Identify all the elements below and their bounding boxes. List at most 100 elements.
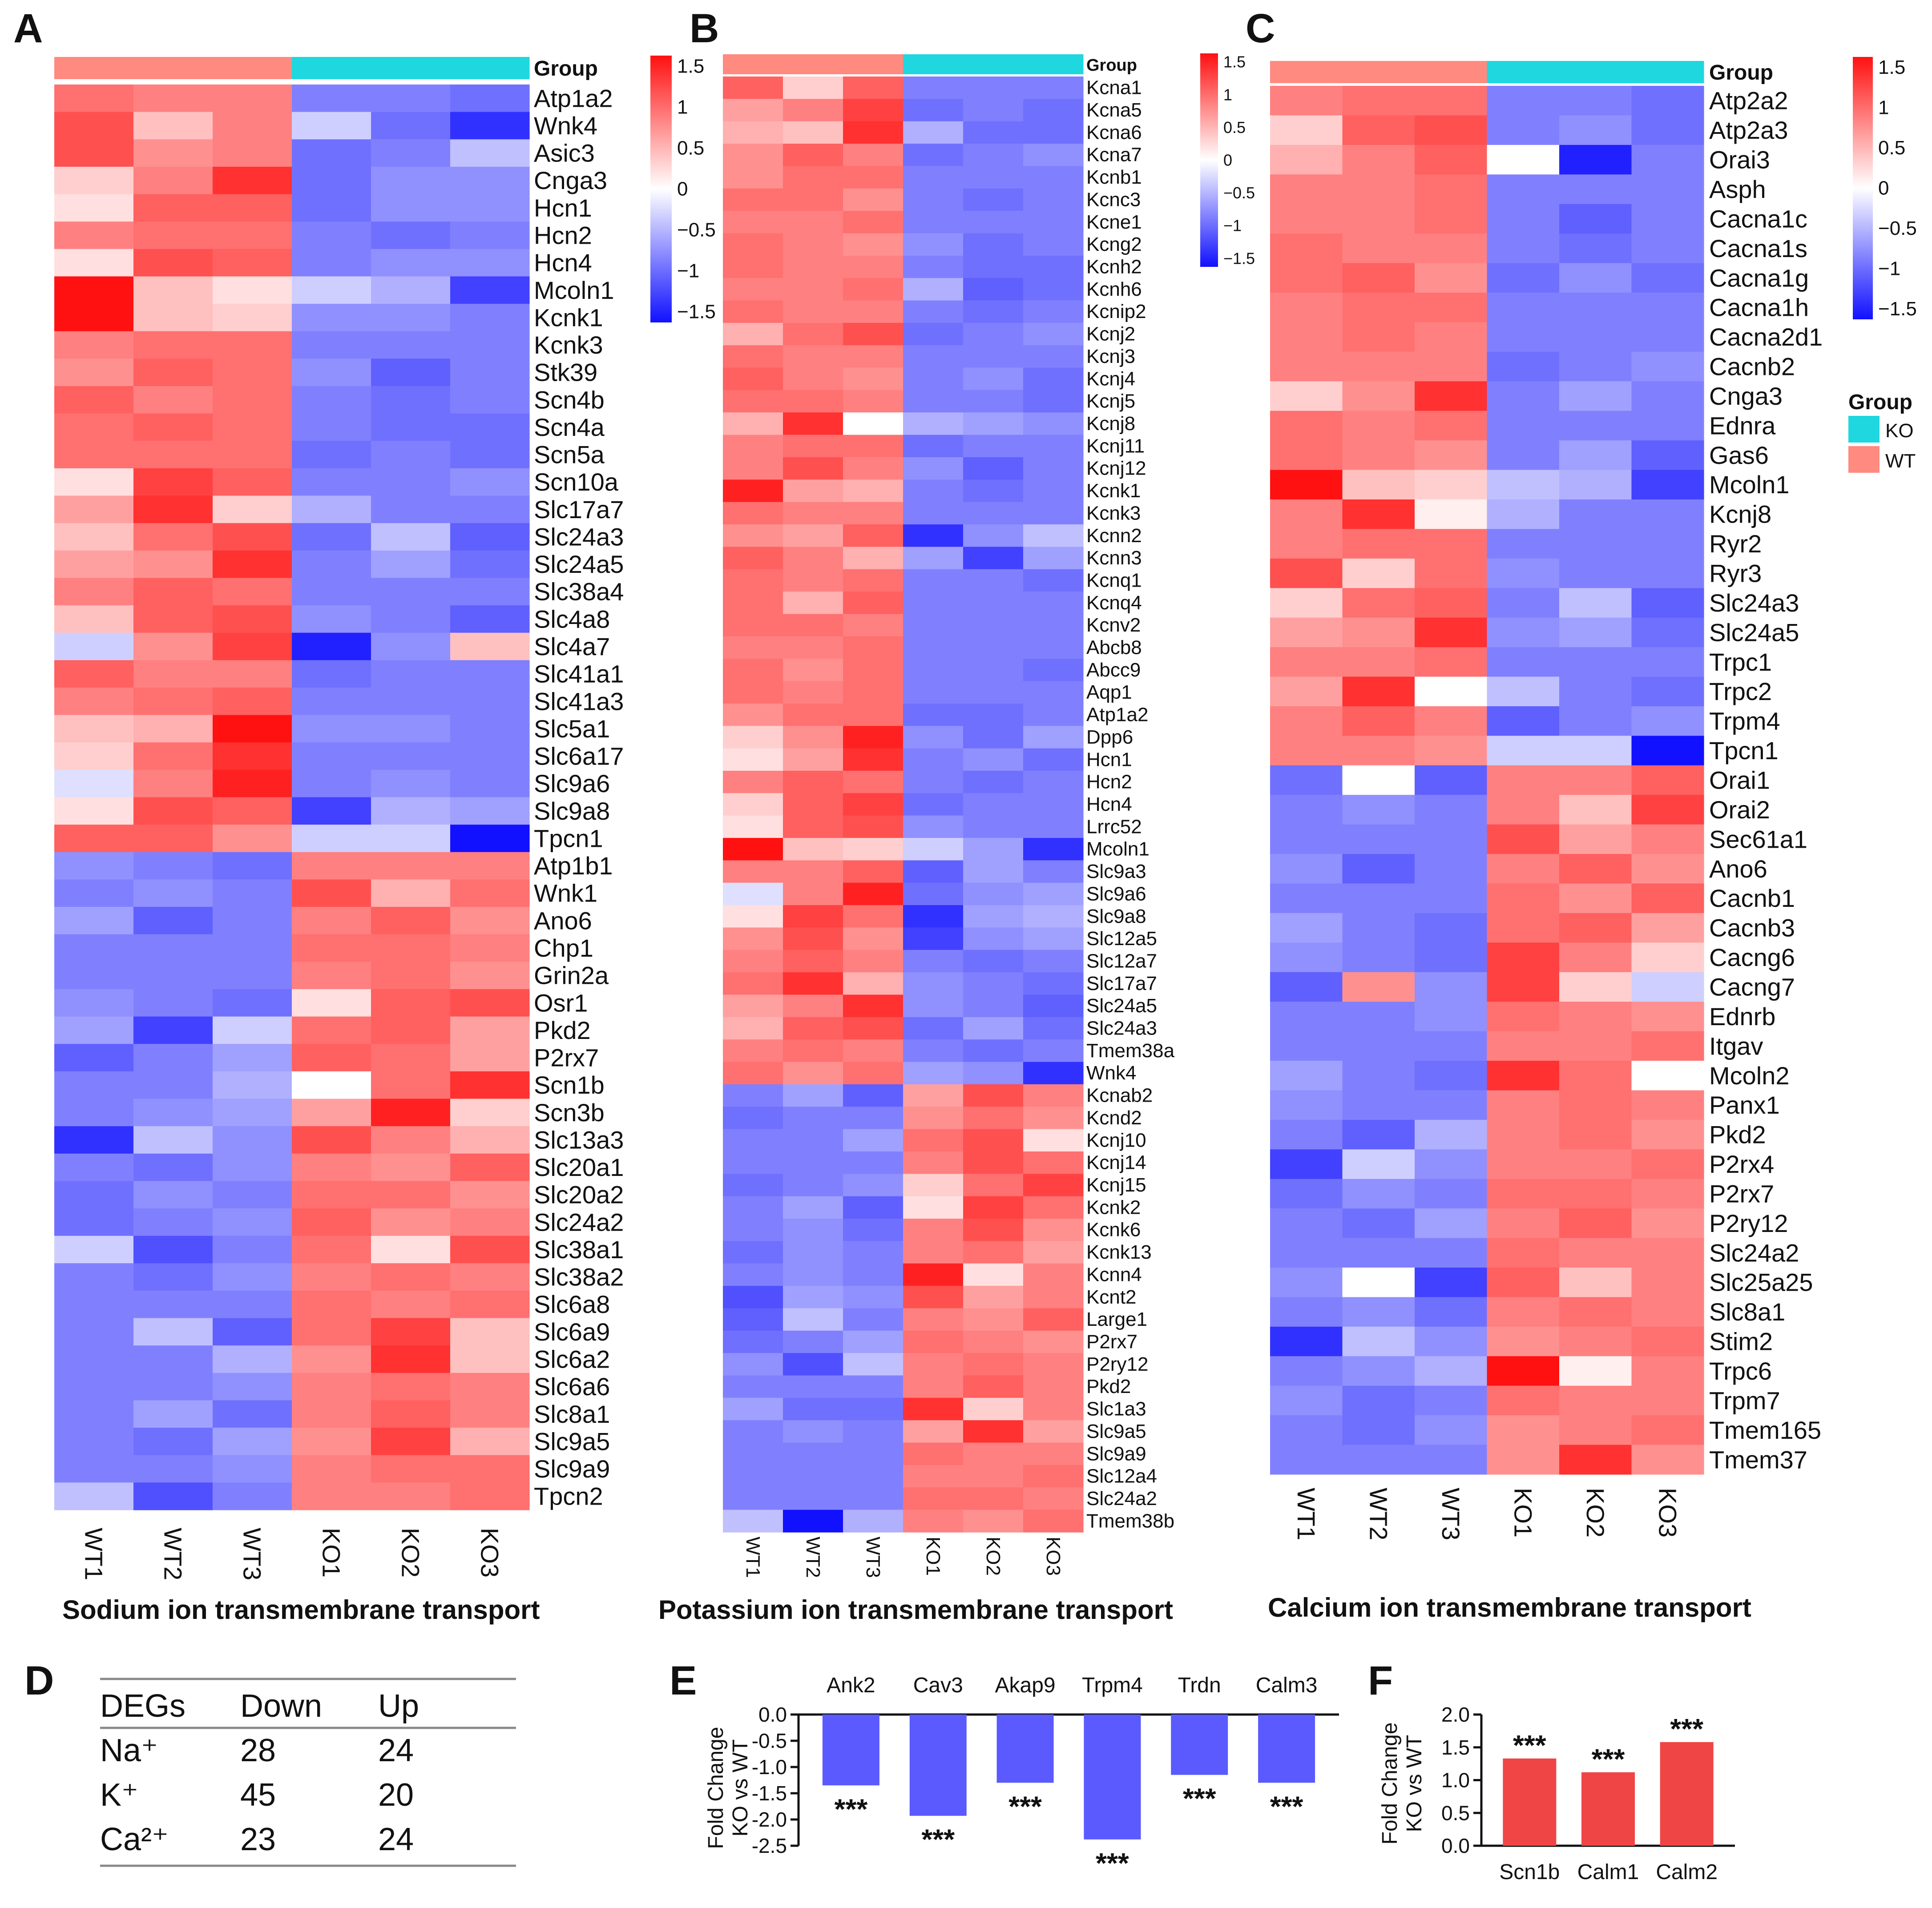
heatmap-cell bbox=[292, 166, 371, 195]
heatmap-cell bbox=[1023, 1263, 1084, 1286]
heatmap-cell bbox=[783, 390, 843, 413]
heatmap-cell bbox=[371, 1208, 451, 1236]
heatmap-cell bbox=[292, 632, 371, 660]
heatmap-cell bbox=[1487, 145, 1560, 175]
heatmap-cell bbox=[963, 1509, 1024, 1533]
heatmap-cell bbox=[133, 441, 213, 469]
heatmap-cell bbox=[963, 1219, 1024, 1241]
panel-letter-e: E bbox=[670, 1658, 697, 1703]
heatmap-cell bbox=[1415, 913, 1488, 943]
heatmap-cell bbox=[292, 413, 371, 441]
row-label: Slc24a5 bbox=[534, 550, 624, 578]
heatmap-cell bbox=[1342, 942, 1415, 973]
heatmap-cell bbox=[371, 605, 451, 633]
heatmap-cell bbox=[723, 569, 783, 592]
row-label: Cacng6 bbox=[1709, 943, 1795, 971]
table-header-down: Down bbox=[240, 1688, 322, 1724]
row-label: Pkd2 bbox=[534, 1016, 591, 1044]
heatmap-cell bbox=[1270, 1445, 1343, 1475]
heatmap-cell bbox=[292, 331, 371, 359]
heatmap-cell bbox=[54, 468, 134, 496]
heatmap-cell bbox=[54, 1428, 134, 1456]
heatmap-cell bbox=[903, 278, 964, 301]
heatmap-cell bbox=[54, 85, 134, 113]
heatmap-cell bbox=[963, 188, 1024, 211]
heatmap-cell bbox=[1631, 1031, 1704, 1061]
group-bar-cell bbox=[1342, 61, 1415, 83]
heatmap-cell bbox=[213, 825, 292, 853]
colorbar-tick: 1.5 bbox=[1878, 56, 1905, 78]
row-label: Kcnk3 bbox=[534, 331, 603, 359]
heatmap-cell bbox=[54, 989, 134, 1017]
heatmap-cell bbox=[1415, 529, 1488, 559]
heatmap-cell bbox=[1415, 411, 1488, 441]
heatmap-cell bbox=[903, 457, 964, 480]
group-bar-label: Group bbox=[534, 57, 598, 81]
heatmap-cell bbox=[1270, 174, 1343, 205]
row-label: Kcnj10 bbox=[1086, 1129, 1146, 1151]
heatmap-cell bbox=[1631, 1061, 1704, 1091]
heatmap-cell bbox=[783, 1263, 843, 1286]
heatmap-cell bbox=[1023, 322, 1084, 346]
heatmap-cell bbox=[963, 1375, 1024, 1398]
heatmap-cell bbox=[843, 367, 903, 390]
heatmap-cell bbox=[843, 188, 903, 211]
heatmap-cell bbox=[1487, 1297, 1560, 1327]
group-bar-cell bbox=[1631, 61, 1704, 83]
heatmap-cell bbox=[963, 1151, 1024, 1174]
heatmap-cell bbox=[213, 1482, 292, 1510]
heatmap-cell bbox=[133, 632, 213, 660]
heatmap-cell bbox=[903, 1420, 964, 1443]
heatmap-cell bbox=[1270, 795, 1343, 825]
heatmap-cell bbox=[1270, 854, 1343, 884]
heatmap-cell bbox=[1342, 145, 1415, 175]
heatmap-cell bbox=[133, 715, 213, 743]
heatmap-cell bbox=[903, 166, 964, 189]
heatmap-cell bbox=[133, 962, 213, 990]
row-label: Abcb8 bbox=[1086, 637, 1142, 659]
row-label: Slc9a9 bbox=[534, 1455, 610, 1483]
heatmap-cell bbox=[371, 989, 451, 1017]
heatmap-cell bbox=[54, 1071, 134, 1099]
heatmap-cell bbox=[723, 278, 783, 301]
heatmap-cell bbox=[1559, 529, 1632, 559]
heatmap-cell bbox=[1559, 1385, 1632, 1416]
sample-label: KO1 bbox=[318, 1528, 346, 1578]
heatmap-cell bbox=[133, 495, 213, 523]
heatmap-cell bbox=[450, 166, 530, 195]
heatmap-cell bbox=[1415, 115, 1488, 145]
row-label: Kcnb1 bbox=[1086, 166, 1142, 188]
heatmap-cell bbox=[450, 687, 530, 716]
row-label: Wnk4 bbox=[534, 112, 597, 140]
heatmap-cell bbox=[371, 1016, 451, 1044]
heatmap-cell bbox=[1415, 1179, 1488, 1209]
heatmap-cell bbox=[1023, 166, 1084, 189]
heatmap-cell bbox=[213, 386, 292, 414]
heatmap-cell bbox=[371, 660, 451, 688]
heatmap-cell bbox=[1415, 854, 1488, 884]
heatmap-cell bbox=[783, 166, 843, 189]
row-label: Orai2 bbox=[1709, 796, 1770, 824]
heatmap-cell bbox=[1559, 1002, 1632, 1032]
heatmap-cell bbox=[54, 166, 134, 195]
heatmap-cell bbox=[371, 304, 451, 332]
heatmap-cell bbox=[292, 852, 371, 880]
colorbar-tick: −1.5 bbox=[1878, 298, 1917, 320]
heatmap-cell bbox=[133, 1016, 213, 1044]
heatmap-cell bbox=[843, 211, 903, 234]
heatmap-cell bbox=[843, 1039, 903, 1063]
heatmap-cell bbox=[1270, 292, 1343, 323]
heatmap-cell bbox=[1631, 972, 1704, 1002]
row-label: Slc6a9 bbox=[534, 1318, 610, 1346]
panel-letter-d: D bbox=[24, 1658, 54, 1703]
heatmap-cell bbox=[1559, 1119, 1632, 1150]
heatmap-cell bbox=[1631, 1090, 1704, 1120]
row-label: P2ry12 bbox=[1086, 1353, 1148, 1375]
heatmap-cell bbox=[54, 687, 134, 716]
row-label: Cnga3 bbox=[1709, 382, 1783, 410]
heatmap-cell bbox=[1559, 558, 1632, 588]
legend-swatch-wt bbox=[1848, 446, 1880, 473]
heatmap-cell bbox=[1487, 588, 1560, 618]
row-label: Abcc9 bbox=[1086, 659, 1141, 681]
heatmap-cell bbox=[783, 322, 843, 346]
